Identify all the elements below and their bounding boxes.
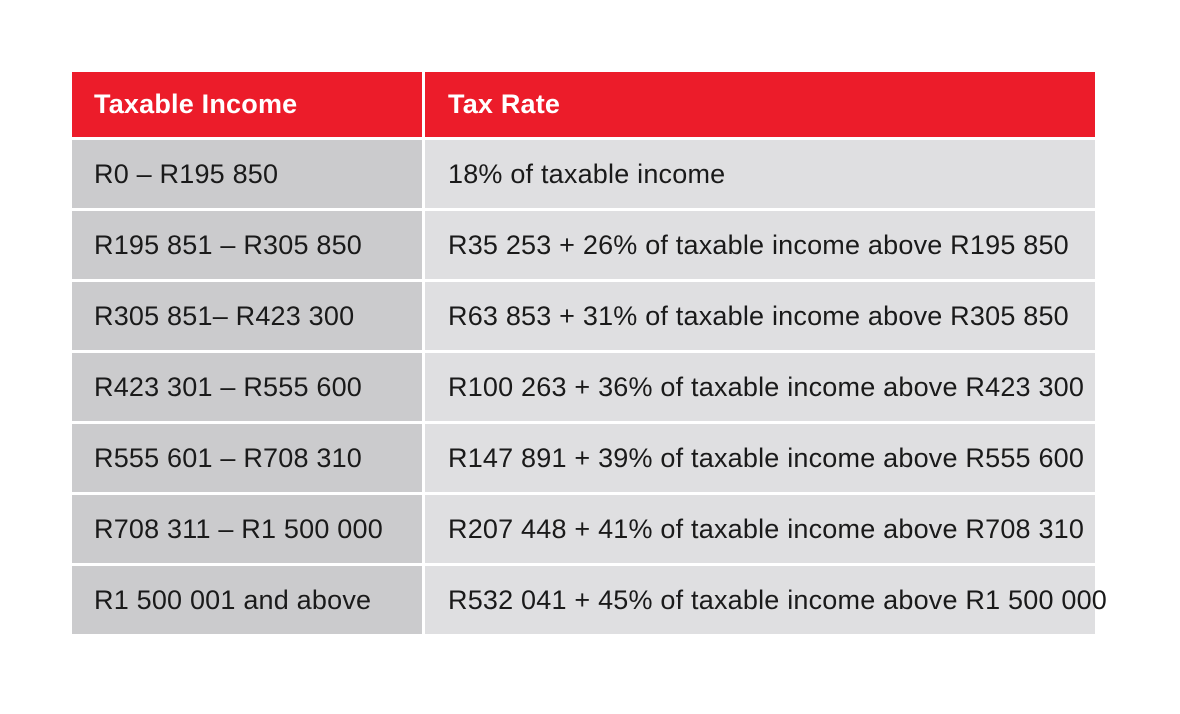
- row-1-rate: 18% of taxable income: [425, 140, 1095, 208]
- row-4-rate: R100 263 + 36% of taxable income above R…: [425, 353, 1095, 421]
- row-6-rate: R207 448 + 41% of taxable income above R…: [425, 495, 1095, 563]
- row-5-rate: R147 891 + 39% of taxable income above R…: [425, 424, 1095, 492]
- row-6-income: R708 311 – R1 500 000: [72, 495, 422, 563]
- row-2-income: R195 851 – R305 850: [72, 211, 422, 279]
- row-7-rate: R532 041 + 45% of taxable income above R…: [425, 566, 1107, 634]
- row-3-income: R305 851– R423 300: [72, 282, 422, 350]
- row-3-rate: R63 853 + 31% of taxable income above R3…: [425, 282, 1095, 350]
- header-tax-rate: Tax Rate: [425, 72, 1095, 137]
- row-1-income: R0 – R195 850: [72, 140, 422, 208]
- tax-rate-table: Taxable Income Tax Rate R0 – R195 850 18…: [72, 72, 1107, 634]
- row-2-rate: R35 253 + 26% of taxable income above R1…: [425, 211, 1095, 279]
- row-5-income: R555 601 – R708 310: [72, 424, 422, 492]
- row-4-income: R423 301 – R555 600: [72, 353, 422, 421]
- header-taxable-income: Taxable Income: [72, 72, 422, 137]
- row-7-income: R1 500 001 and above: [72, 566, 422, 634]
